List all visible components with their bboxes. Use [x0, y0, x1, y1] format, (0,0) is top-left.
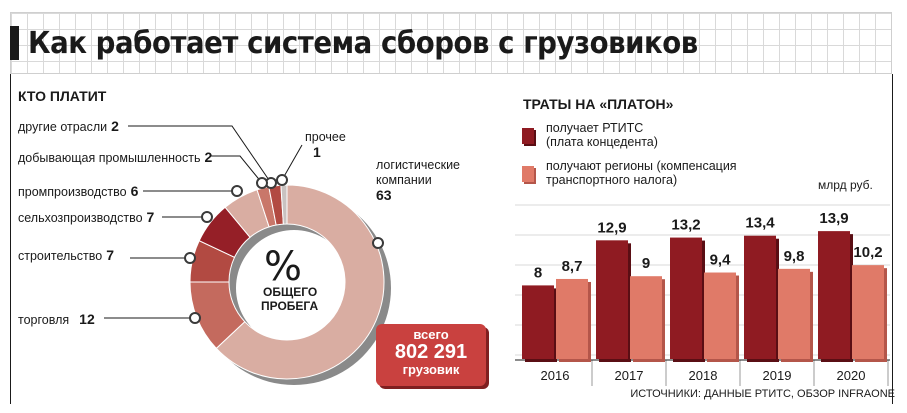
unit-label: млрд руб.	[818, 178, 873, 192]
pie-label-agriculture: сельхозпроизводство 7	[18, 209, 154, 225]
x-tick-label: 2016	[541, 368, 570, 383]
x-tick-label: 2020	[837, 368, 866, 383]
x-tick-label: 2017	[615, 368, 644, 383]
donut-center-symbol: %	[264, 244, 303, 290]
bar-regions-2016	[556, 278, 588, 359]
bar-value-label: 8	[534, 264, 542, 281]
legend-swatch-rtits	[522, 128, 534, 144]
title-accent-bar	[10, 26, 19, 60]
frame-left-line	[10, 74, 11, 404]
bar-value-label: 9,4	[710, 252, 732, 269]
leader-line	[128, 125, 272, 184]
bar-value-label: 13,2	[671, 217, 700, 234]
pie-label-construction: строительство 7	[18, 247, 114, 263]
pie-label-value: 7	[146, 209, 155, 225]
pie-label-value: 12	[79, 311, 95, 327]
pie-label-name: другие отрасли	[18, 120, 108, 134]
left-heading: КТО ПЛАТИТ	[18, 88, 107, 104]
leader-marker	[184, 252, 196, 264]
pie-label-value: 2	[204, 149, 213, 165]
leader-marker	[189, 312, 201, 324]
donut-center-caption-1: ОБЩЕГО	[263, 285, 318, 299]
leader-marker	[372, 237, 384, 249]
bar-regions-2020	[852, 265, 884, 359]
pie-label-logistics: логистические компании 63	[376, 158, 486, 203]
bar-value-label: 13,4	[745, 215, 775, 232]
source-note: ИСТОЧНИКИ: ДАННЫЕ РТИТС, ОБЗОР INFRAONE	[630, 388, 895, 400]
leader-line	[210, 155, 263, 184]
legend-label-regions: получают регионы (компенсация транспортн…	[546, 159, 737, 187]
bar-value-label: 8,7	[562, 258, 583, 275]
legend-swatch-regions	[522, 166, 534, 182]
bar-rtits-2018	[670, 237, 702, 359]
pie-label-name: торговля	[18, 313, 70, 327]
legend-label-rtits: получает РТИТС (плата концедента)	[546, 121, 658, 149]
bar-rtits-2016	[522, 285, 554, 359]
bar-rtits-2017	[596, 240, 628, 359]
pie-label-value: 6	[130, 183, 139, 199]
x-tick-label: 2019	[763, 368, 792, 383]
leader-marker	[231, 185, 243, 197]
pie-label-other: прочее 1	[305, 130, 346, 160]
bar-regions-2017	[630, 276, 662, 359]
badge-line-1: всего	[413, 327, 449, 342]
badge-line-3: грузовик	[402, 362, 460, 377]
bar-regions-2019	[778, 268, 810, 359]
frame-right-line	[892, 74, 893, 404]
pie-label-name: сельхозпроизводство	[18, 211, 143, 225]
pie-label-mining: добывающая промышленность 2	[18, 149, 212, 165]
total-trucks-badge: всего 802 291 грузовик	[376, 324, 486, 386]
leader-line	[281, 144, 303, 181]
right-heading: ТРАТЫ НА «ПЛАТОН»	[523, 96, 674, 112]
badge-total-value: 802 291	[394, 341, 468, 363]
pie-label-other-industries: другие отрасли 2	[18, 118, 119, 134]
bar-regions-2018	[704, 272, 736, 359]
x-tick-label: 2018	[689, 368, 718, 383]
title-band	[10, 12, 892, 74]
bar-rtits-2019	[744, 235, 776, 359]
pie-label-name: добывающая промышленность	[18, 151, 201, 165]
pie-label-name: промпроизводство	[18, 185, 127, 199]
bar-value-label: 13,9	[819, 210, 848, 227]
pie-label-trade: торговля 12	[18, 311, 95, 327]
pie-label-value: 1	[313, 144, 321, 160]
bar-value-label: 10,2	[853, 244, 882, 261]
pie-label-industrial: промпроизводство 6	[18, 183, 138, 199]
pie-label-name: прочее	[305, 130, 346, 144]
leader-marker	[201, 211, 213, 223]
bar-value-label: 12,9	[597, 219, 626, 236]
pie-label-name: логистические компании	[376, 158, 461, 187]
donut-center-caption-2: ПРОБЕГА	[261, 299, 319, 313]
pie-label-value: 2	[111, 118, 119, 134]
leader-marker	[256, 177, 268, 189]
page-title: Как работает система сборов с грузовиков	[28, 26, 698, 61]
bar-value-label: 9,8	[784, 248, 805, 265]
pie-label-name: строительство	[18, 249, 103, 263]
bar-rtits-2020	[818, 231, 850, 359]
pie-label-value: 7	[106, 247, 115, 263]
pie-label-value: 63	[376, 187, 392, 203]
leader-marker	[276, 174, 288, 186]
bar-value-label: 9	[642, 255, 650, 272]
